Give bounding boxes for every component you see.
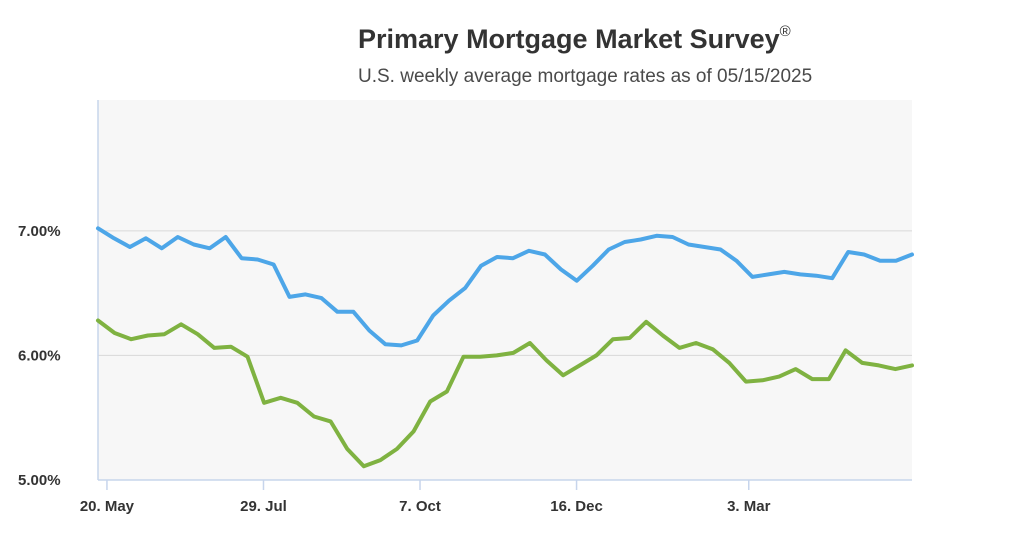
x-tick-label-1: 29. Jul (240, 498, 287, 515)
y-tick-label-1: 6.00% (18, 347, 61, 364)
x-tick-label-0: 20. May (80, 498, 135, 515)
x-tick-label-3: 16. Dec (550, 498, 603, 515)
x-tick-label-4: 3. Mar (727, 498, 771, 515)
chart-title-text: Primary Mortgage Market Survey (358, 24, 780, 54)
x-tick-label-2: 7. Oct (399, 498, 441, 515)
y-tick-label-0: 5.00% (18, 472, 61, 489)
chart-subtitle: U.S. weekly average mortgage rates as of… (358, 66, 813, 87)
series-line-2 (96, 318, 914, 469)
plot-background (98, 100, 912, 480)
registered-mark: ® (779, 23, 791, 40)
y-tick-label-2: 7.00% (18, 223, 61, 240)
tick-labels: 20. May 29. Jul 7. Oct 16. Dec 3. Mar 5.00% 6.… (18, 223, 771, 515)
series-line-1 (96, 226, 914, 348)
series-lines (96, 226, 914, 469)
chart-title: Primary Mortgage Market Survey® (358, 23, 791, 55)
axes (97, 100, 912, 490)
